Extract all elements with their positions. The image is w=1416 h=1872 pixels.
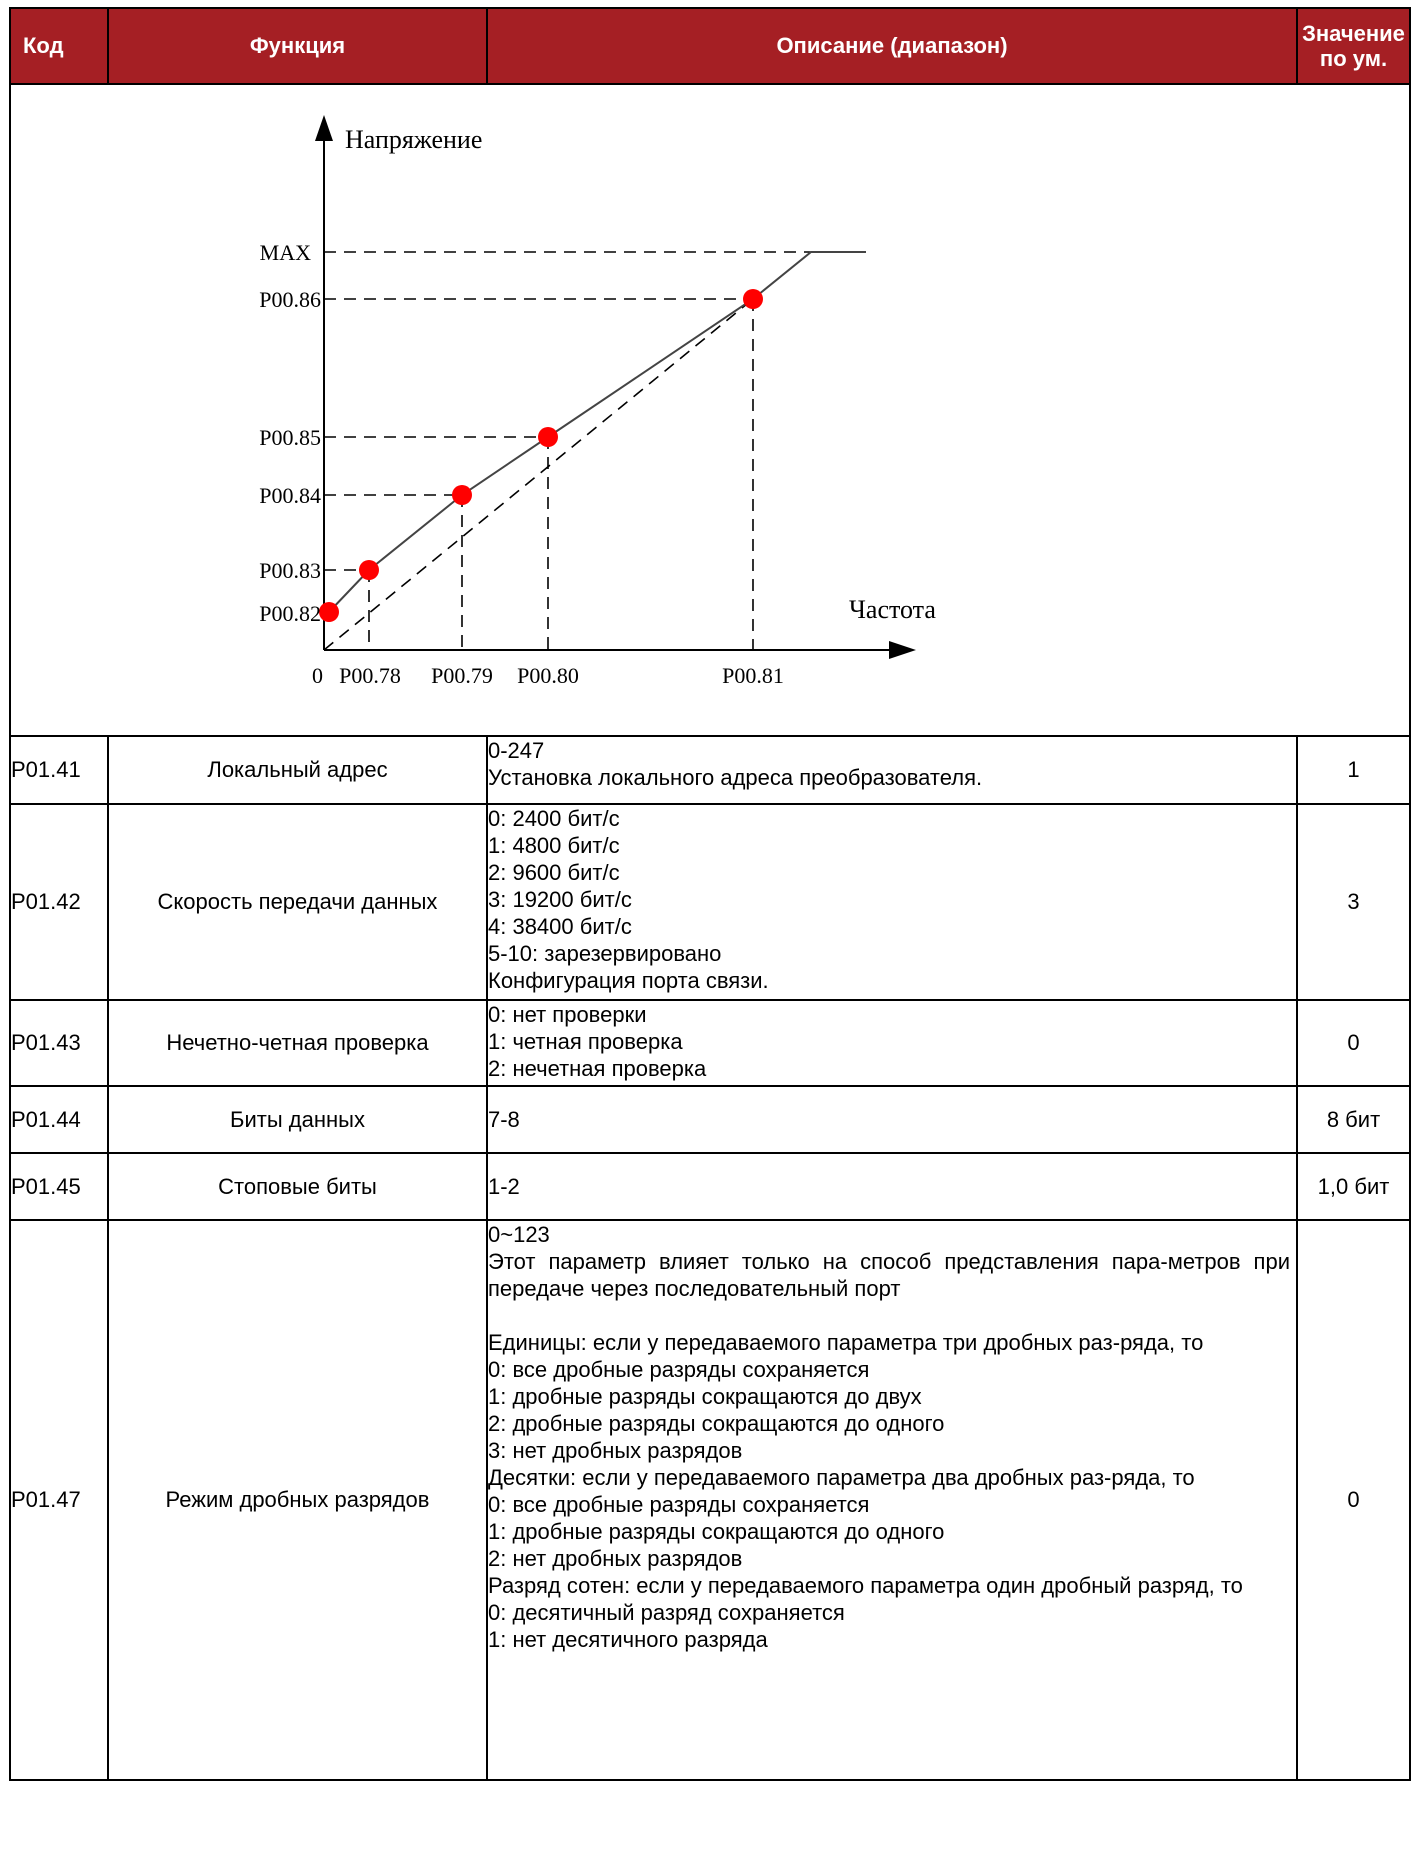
row-function: Стоповые биты	[107, 1152, 488, 1221]
row-default: 1	[1296, 735, 1411, 805]
desc-range: 0~123	[488, 1222, 550, 1247]
point-p0085	[538, 427, 558, 447]
y-axis-arrow-icon	[315, 115, 333, 141]
paragraph-gap	[488, 1302, 1296, 1329]
desc-option: 3: нет дробных разрядов	[488, 1438, 743, 1463]
row-default: 8 бит	[1296, 1085, 1411, 1154]
desc-hundreds-title: Разряд сотен: если у передаваемого парам…	[488, 1573, 1243, 1598]
desc-line: 4: 38400 бит/с	[488, 914, 632, 939]
y-tick-p0084: P00.84	[259, 483, 321, 508]
row-code: P01.42	[9, 803, 109, 1001]
row-function: Нечетно-четная проверка	[107, 999, 488, 1087]
x-tick-p0080: P00.80	[517, 663, 579, 688]
table-row: P01.44 Биты данных 7-8 8 бит	[9, 1085, 1411, 1154]
desc-option: 0: все дробные разряды сохраняется	[488, 1357, 870, 1382]
y-tick-p0083: P00.83	[259, 558, 321, 583]
linear-reference-line	[323, 298, 754, 651]
table-row: P01.47 Режим дробных разрядов 0~123 Этот…	[9, 1219, 1411, 1781]
point-p0086	[743, 289, 763, 309]
parameter-table: Код Функция Описание (диапазон) Значение…	[9, 7, 1411, 1781]
x-tick-origin: 0	[312, 663, 323, 688]
row-description: 7-8	[486, 1085, 1298, 1154]
desc-line: 1: четная проверка	[488, 1029, 683, 1054]
desc-line: 1: 4800 бит/с	[488, 833, 620, 858]
vf-curve-svg: Напряжение Частота	[259, 115, 936, 688]
table-row: P01.41 Локальный адрес 0-247 Установка л…	[9, 735, 1411, 805]
table-row: P01.43 Нечетно-четная проверка 0: нет пр…	[9, 999, 1411, 1087]
table-row: P01.42 Скорость передачи данных 0: 2400 …	[9, 803, 1411, 1001]
row-default: 3	[1296, 803, 1411, 1001]
x-tick-p0081: P00.81	[722, 663, 784, 688]
header-description: Описание (диапазон)	[486, 7, 1298, 85]
row-description: 0-247 Установка локального адреса преобр…	[486, 735, 1298, 805]
vf-curve-diagram: Напряжение Частота	[9, 83, 1411, 737]
guide-lines	[323, 251, 811, 651]
row-code: P01.47	[9, 1219, 109, 1781]
desc-option: 1: нет десятичного разряда	[488, 1627, 768, 1652]
row-description: 1-2	[486, 1152, 1298, 1221]
row-function: Биты данных	[107, 1085, 488, 1154]
desc-line: 5-10: зарезервировано	[488, 941, 722, 966]
y-tick-p0086: P00.86	[259, 287, 321, 312]
y-tick-max: MAX	[260, 240, 311, 265]
row-function: Локальный адрес	[107, 735, 488, 805]
desc-option: 1: дробные разряды сокращаются до одного	[488, 1519, 945, 1544]
desc-tens-title: Десятки: если у передаваемого параметра …	[488, 1465, 1195, 1490]
x-axis-arrow-icon	[889, 641, 916, 659]
row-code: P01.41	[9, 735, 109, 805]
row-code: P01.45	[9, 1152, 109, 1221]
header-default: Значение по ум.	[1296, 7, 1411, 85]
desc-line: 2: 9600 бит/с	[488, 860, 620, 885]
desc-line: Установка локального адреса преобразоват…	[488, 765, 983, 790]
desc-line: 1-2	[488, 1174, 520, 1199]
desc-option: 1: дробные разряды сокращаются до двух	[488, 1384, 922, 1409]
x-tick-p0078: P00.78	[339, 663, 401, 688]
vf-curve-line	[328, 251, 866, 613]
desc-option: 2: дробные разряды сокращаются до одного	[488, 1411, 945, 1436]
point-p0082	[319, 602, 339, 622]
x-tick-p0079: P00.79	[431, 663, 493, 688]
curve-points	[319, 289, 763, 622]
header-default-line1: Значение	[1302, 20, 1405, 46]
header-default-line2: по ум.	[1319, 46, 1388, 71]
diagram-row: Напряжение Частота	[9, 83, 1411, 737]
desc-option: 2: нет дробных разрядов	[488, 1546, 743, 1571]
x-axis-label: Частота	[849, 595, 936, 624]
y-axis-label: Напряжение	[345, 125, 482, 154]
desc-line: 7-8	[488, 1107, 520, 1132]
row-default: 0	[1296, 1219, 1411, 1781]
table-row: P01.45 Стоповые биты 1-2 1,0 бит	[9, 1152, 1411, 1221]
point-p0083	[359, 560, 379, 580]
row-default: 0	[1296, 999, 1411, 1087]
desc-line: 0: 2400 бит/с	[488, 806, 620, 831]
row-code: P01.43	[9, 999, 109, 1087]
header-function: Функция	[107, 7, 488, 85]
desc-paragraph: Этот параметр влияет только на способ пр…	[488, 1249, 1290, 1301]
y-tick-p0085: P00.85	[259, 425, 321, 450]
row-description: 0~123 Этот параметр влияет только на спо…	[486, 1219, 1298, 1781]
desc-line: 0-247	[488, 738, 545, 763]
row-description: 0: нет проверки 1: четная проверка 2: не…	[486, 999, 1298, 1087]
row-default: 1,0 бит	[1296, 1152, 1411, 1221]
y-tick-p0082: P00.82	[259, 601, 321, 626]
row-code: P01.44	[9, 1085, 109, 1154]
desc-units-title: Единицы: если у передаваемого параметра …	[488, 1330, 1204, 1355]
table-header-row: Код Функция Описание (диапазон) Значение…	[9, 7, 1411, 85]
point-p0084	[452, 485, 472, 505]
row-description: 0: 2400 бит/с 1: 4800 бит/с 2: 9600 бит/…	[486, 803, 1298, 1001]
row-function: Режим дробных разрядов	[107, 1219, 488, 1781]
desc-line: 0: нет проверки	[488, 1002, 647, 1027]
header-code: Код	[9, 7, 109, 85]
desc-line: Конфигурация порта связи.	[488, 968, 769, 993]
desc-option: 0: десятичный разряд сохраняется	[488, 1600, 845, 1625]
desc-line: 2: нечетная проверка	[488, 1056, 707, 1081]
row-function: Скорость передачи данных	[107, 803, 488, 1001]
desc-option: 0: все дробные разряды сохраняется	[488, 1492, 870, 1517]
desc-line: 3: 19200 бит/с	[488, 887, 632, 912]
